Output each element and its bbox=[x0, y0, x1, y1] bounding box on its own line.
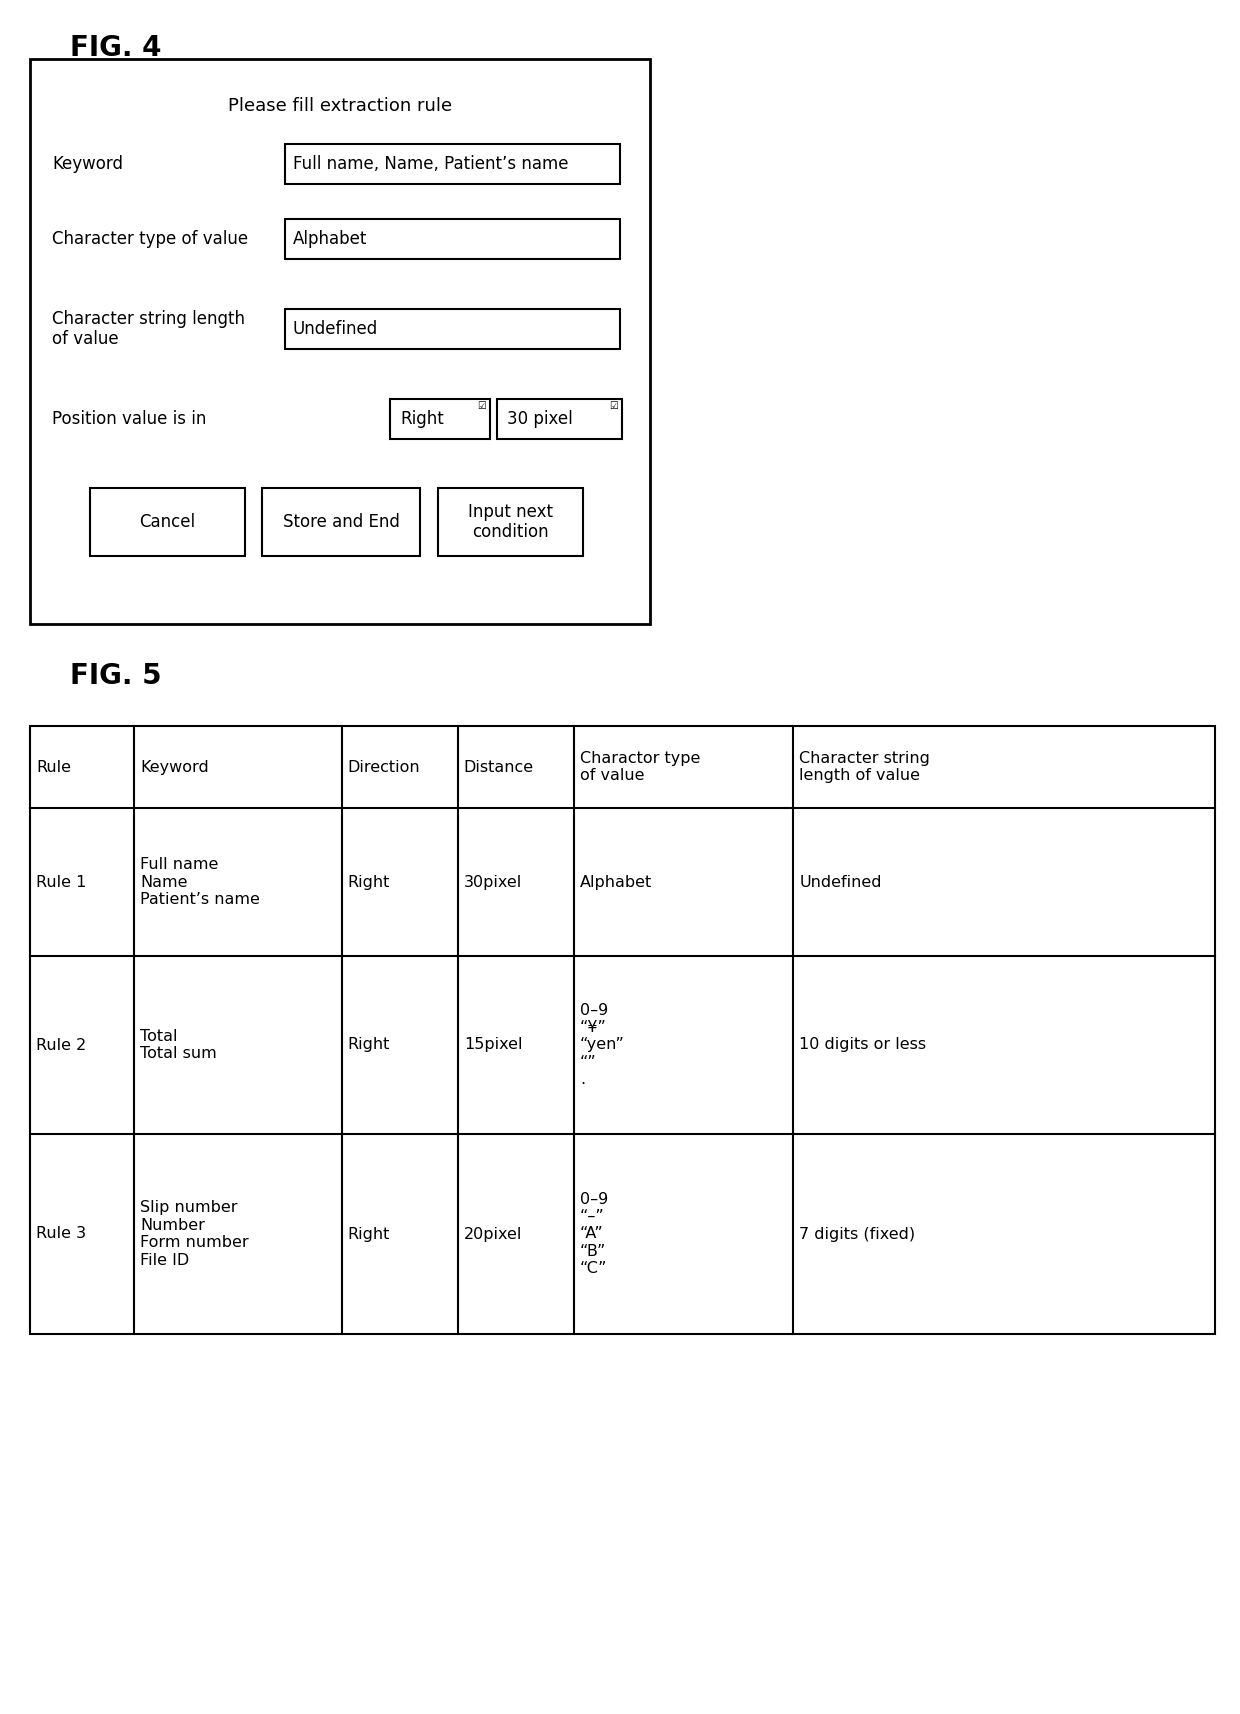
Text: 7 digits (fixed): 7 digits (fixed) bbox=[799, 1227, 915, 1241]
Text: 30pixel: 30pixel bbox=[464, 874, 522, 890]
Text: Charactor type
of value: Charactor type of value bbox=[580, 751, 701, 783]
FancyBboxPatch shape bbox=[438, 488, 583, 555]
Text: Slip number
Number
Form number
File ID: Slip number Number Form number File ID bbox=[140, 1200, 249, 1268]
Text: FIG. 5: FIG. 5 bbox=[69, 662, 161, 691]
Text: Please fill extraction rule: Please fill extraction rule bbox=[228, 98, 453, 115]
Text: 20pixel: 20pixel bbox=[464, 1227, 522, 1241]
Text: Store and End: Store and End bbox=[283, 512, 399, 531]
Text: 0–9
“¥”
“yen”
“”
.: 0–9 “¥” “yen” “” . bbox=[580, 1003, 625, 1087]
Text: Cancel: Cancel bbox=[139, 512, 196, 531]
Text: Character string
length of value: Character string length of value bbox=[799, 751, 930, 783]
FancyBboxPatch shape bbox=[285, 144, 620, 183]
Text: Full name, Name, Patient’s name: Full name, Name, Patient’s name bbox=[293, 154, 568, 173]
Text: 0–9
“–”
“A”
“B”
“C”: 0–9 “–” “A” “B” “C” bbox=[580, 1191, 608, 1277]
Text: Right: Right bbox=[347, 874, 391, 890]
Text: Keyword: Keyword bbox=[140, 759, 210, 775]
FancyBboxPatch shape bbox=[391, 399, 490, 439]
Text: 30 pixel: 30 pixel bbox=[507, 410, 573, 428]
Text: Input next
condition: Input next condition bbox=[467, 502, 553, 542]
FancyBboxPatch shape bbox=[30, 727, 1215, 1333]
FancyBboxPatch shape bbox=[91, 488, 246, 555]
FancyBboxPatch shape bbox=[285, 309, 620, 350]
Text: ☑: ☑ bbox=[477, 401, 486, 411]
Text: Right: Right bbox=[347, 1037, 391, 1052]
Text: 10 digits or less: 10 digits or less bbox=[799, 1037, 926, 1052]
Text: Undefined: Undefined bbox=[293, 321, 378, 338]
Text: Direction: Direction bbox=[347, 759, 420, 775]
Text: 15pixel: 15pixel bbox=[464, 1037, 522, 1052]
Text: Undefined: Undefined bbox=[799, 874, 882, 890]
FancyBboxPatch shape bbox=[30, 58, 650, 624]
Text: Rule: Rule bbox=[36, 759, 71, 775]
Text: Position value is in: Position value is in bbox=[52, 410, 206, 428]
Text: Alphabet: Alphabet bbox=[580, 874, 652, 890]
Text: Keyword: Keyword bbox=[52, 154, 123, 173]
Text: Right: Right bbox=[347, 1227, 391, 1241]
Text: Character type of value: Character type of value bbox=[52, 230, 248, 249]
Text: FIG. 4: FIG. 4 bbox=[69, 34, 161, 62]
Text: Right: Right bbox=[401, 410, 444, 428]
Text: Rule 2: Rule 2 bbox=[36, 1037, 87, 1052]
Text: Alphabet: Alphabet bbox=[293, 230, 367, 249]
FancyBboxPatch shape bbox=[497, 399, 622, 439]
Text: Distance: Distance bbox=[464, 759, 534, 775]
Text: Character string length
of value: Character string length of value bbox=[52, 310, 246, 348]
FancyBboxPatch shape bbox=[262, 488, 420, 555]
Text: Rule 3: Rule 3 bbox=[36, 1227, 86, 1241]
FancyBboxPatch shape bbox=[285, 219, 620, 259]
Text: Total
Total sum: Total Total sum bbox=[140, 1028, 217, 1061]
Text: Full name
Name
Patient’s name: Full name Name Patient’s name bbox=[140, 857, 260, 907]
Text: Rule 1: Rule 1 bbox=[36, 874, 87, 890]
Text: ☑: ☑ bbox=[609, 401, 618, 411]
